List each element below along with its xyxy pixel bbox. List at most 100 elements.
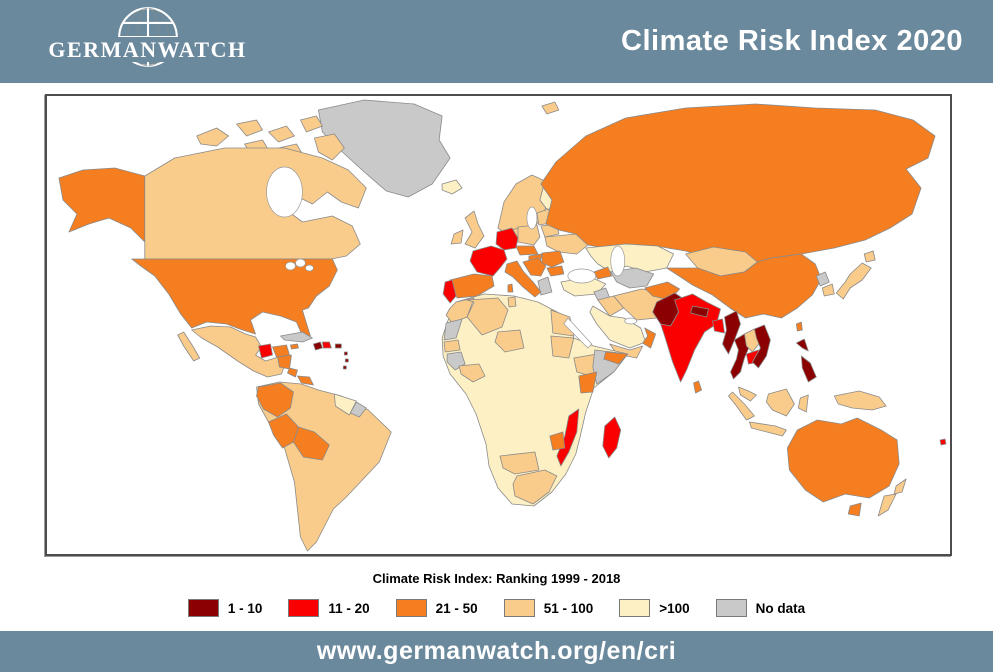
- region-china: [666, 253, 822, 319]
- legend-swatch-11-20: [288, 599, 320, 617]
- region-alaska: [58, 167, 146, 243]
- region-bangladesh: [712, 318, 725, 334]
- region-greenland: [317, 99, 451, 198]
- world-choropleth-map: [58, 99, 947, 552]
- legend-label-1-10: 1 - 10: [227, 600, 263, 616]
- legend-item-21-50: 21 - 50: [395, 599, 478, 617]
- region-svalbard: [541, 101, 560, 115]
- region-malaysia: [738, 386, 757, 402]
- inland-seas: [266, 166, 638, 349]
- region-bulgaria: [546, 265, 565, 277]
- region-south-africa: [512, 469, 558, 505]
- region-portugal: [442, 279, 457, 304]
- region-colombia: [256, 382, 294, 418]
- region-guatemala: [258, 343, 273, 359]
- legend-label-51-100: 51 - 100: [543, 600, 594, 616]
- region-spain: [449, 273, 495, 299]
- legend-item-1-10: 1 - 10: [187, 599, 263, 617]
- region-indonesia: [728, 388, 809, 437]
- region-western-sahara: [443, 318, 463, 341]
- region-fiji: [939, 438, 947, 446]
- region-lesser-antilles: [342, 351, 349, 370]
- region-czech-austria: [515, 245, 539, 256]
- region-egypt: [550, 309, 575, 337]
- legend-label-over-100: >100: [659, 600, 690, 616]
- legend-swatch-over-100: [619, 599, 651, 617]
- region-uk: [464, 210, 485, 249]
- legend-swatch-no-data: [715, 599, 747, 617]
- region-tunisia: [507, 296, 517, 308]
- map-regions: [58, 99, 947, 552]
- legend-item-11-20: 11 - 20: [288, 599, 370, 617]
- region-madagascar: [602, 416, 622, 459]
- legend-item-over-100: >100: [619, 599, 690, 617]
- region-haiti: [313, 341, 323, 351]
- region-sudan: [550, 335, 575, 359]
- region-djibouti-somaliland: [603, 351, 629, 365]
- legend-swatch-1-10: [187, 599, 219, 617]
- region-romania: [541, 250, 565, 268]
- region-vietnam: [752, 324, 771, 369]
- region-italy: [504, 260, 542, 298]
- region-philippines: [795, 338, 817, 383]
- persian-gulf: [624, 317, 638, 325]
- page-title: Climate Risk Index 2020: [621, 25, 963, 57]
- region-balkans: [522, 257, 547, 277]
- legend-item-no-data: No data: [715, 599, 806, 617]
- legend-label-11-20: 11 - 20: [328, 600, 370, 616]
- region-caucasus: [593, 266, 613, 280]
- website-link[interactable]: www.germanwatch.org/en/cri: [316, 637, 677, 665]
- legend-swatch-21-50: [395, 599, 427, 617]
- region-panama: [297, 375, 314, 386]
- region-niger: [494, 329, 525, 353]
- logo-text: GERMANWATCH: [40, 37, 255, 63]
- legend-label-no-data: No data: [755, 600, 806, 616]
- great-lake-1: [285, 261, 296, 271]
- region-nepal: [690, 305, 709, 318]
- region-new-zealand: [877, 478, 907, 517]
- region-papua-new-guinea: [833, 390, 887, 411]
- region-cuba: [280, 331, 313, 343]
- region-myanmar: [722, 310, 741, 355]
- region-kazakhstan: [585, 243, 675, 273]
- region-kenya: [578, 371, 598, 394]
- region-japan: [835, 250, 876, 300]
- legend-title: Climate Risk Index: Ranking 1999 - 2018: [372, 571, 621, 586]
- legend: 1 - 10 11 - 20 21 - 50 51 - 100 >100 No …: [0, 599, 993, 617]
- region-germany: [495, 227, 519, 251]
- region-north-korea: [815, 271, 830, 287]
- region-ireland: [450, 229, 464, 245]
- region-iceland: [441, 179, 463, 195]
- region-australia: [786, 417, 900, 517]
- header-bar: GERMANWATCH Climate Risk Index 2020: [0, 0, 993, 83]
- region-french-guiana: [349, 401, 367, 418]
- region-guyana: [333, 393, 357, 416]
- region-saudi-arabia: [589, 305, 647, 349]
- region-namibia-botswana: [499, 451, 540, 475]
- baltic-sea: [526, 206, 538, 230]
- legend-item-51-100: 51 - 100: [503, 599, 594, 617]
- region-taiwan: [795, 321, 803, 332]
- red-sea: [563, 317, 593, 349]
- region-canada: [144, 147, 367, 260]
- region-puerto-rico: [334, 343, 342, 349]
- region-bolivia: [293, 426, 330, 461]
- legend-swatch-51-100: [503, 599, 535, 617]
- region-sri-lanka: [693, 380, 702, 394]
- region-usa: [131, 258, 338, 339]
- great-lake-3: [305, 264, 314, 272]
- region-south-korea: [821, 283, 835, 297]
- region-oman: [642, 327, 657, 349]
- region-senegal: [443, 339, 461, 353]
- hudson-bay: [266, 166, 303, 218]
- region-ghana-ivory-coast: [458, 363, 486, 383]
- region-honduras: [272, 344, 290, 358]
- region-dominican-republic: [321, 341, 332, 349]
- germanwatch-logo: GERMANWATCH: [40, 0, 255, 83]
- great-lake-2: [295, 258, 306, 268]
- region-france: [469, 245, 508, 277]
- region-russia: [540, 103, 936, 267]
- footer-bar: www.germanwatch.org/en/cri: [0, 631, 993, 672]
- world-map-frame: [45, 94, 952, 556]
- black-sea: [567, 268, 597, 284]
